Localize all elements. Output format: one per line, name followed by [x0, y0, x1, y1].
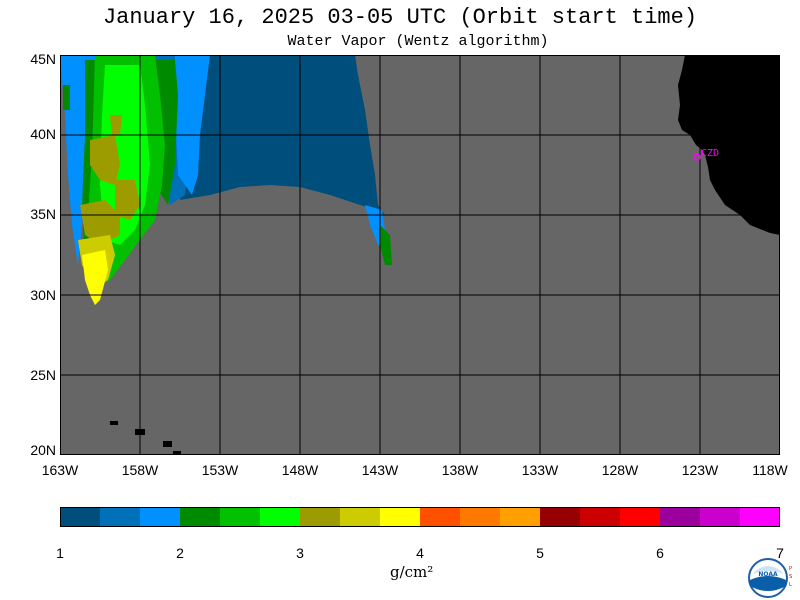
scale-tick-1: 1 — [56, 545, 64, 561]
lon-label-163w: 163W — [41, 462, 79, 478]
noaa-logo[interactable]: NOAA P S L — [748, 556, 792, 600]
lat-label-20n: 20N — [30, 442, 56, 458]
station-label: CZD — [701, 148, 719, 159]
lon-label-138w: 138W — [441, 462, 479, 478]
color-scale-bar — [60, 507, 780, 527]
scale-swatch — [180, 507, 221, 527]
california-coast-land — [678, 55, 780, 235]
scale-swatch — [620, 507, 661, 527]
scale-swatch — [660, 507, 701, 527]
lat-label-45n: 45N — [30, 51, 56, 67]
map-title: January 16, 2025 03-05 UTC (Orbit start … — [102, 5, 698, 30]
lon-label-123w: 123W — [681, 462, 719, 478]
map-subtitle: Water Vapor (Wentz algorithm) — [287, 33, 549, 50]
vapor-band-olive — [80, 115, 140, 245]
lon-label-148w: 148W — [281, 462, 319, 478]
scale-swatch — [60, 507, 101, 527]
vapor-band-yellow — [82, 250, 108, 305]
lat-label-35n: 35N — [30, 206, 56, 222]
lat-label-25n: 25N — [30, 367, 56, 383]
map-grid — [60, 55, 780, 455]
scale-swatch — [220, 507, 261, 527]
scale-swatch — [740, 507, 780, 527]
scale-swatch — [140, 507, 181, 527]
scale-swatch — [340, 507, 381, 527]
station-marker-czd: CZD — [693, 148, 719, 161]
scale-swatch — [700, 507, 741, 527]
scale-tick-4: 4 — [416, 545, 424, 561]
lat-label-40n: 40N — [30, 126, 56, 142]
svg-text:L: L — [789, 582, 792, 588]
scale-swatch — [100, 507, 141, 527]
scale-tick-6: 6 — [656, 545, 664, 561]
svg-text:S: S — [789, 574, 792, 580]
svg-text:P: P — [789, 566, 792, 572]
water-vapor-map: CZD — [60, 55, 780, 455]
scale-swatch — [260, 507, 301, 527]
scale-swatch — [500, 507, 541, 527]
scale-swatch — [380, 507, 421, 527]
scale-swatch — [540, 507, 581, 527]
lon-label-153w: 153W — [201, 462, 239, 478]
scale-swatch — [460, 507, 501, 527]
lon-label-118w: 118W — [752, 462, 788, 478]
lon-label-143w: 143W — [361, 462, 399, 478]
scale-tick-3: 3 — [296, 545, 304, 561]
scale-tick-5: 5 — [536, 545, 544, 561]
scale-swatch — [300, 507, 341, 527]
lon-label-158w: 158W — [121, 462, 159, 478]
scale-tick-2: 2 — [176, 545, 184, 561]
scale-tick-7: 7 — [776, 545, 784, 561]
scale-swatch — [420, 507, 461, 527]
lon-label-128w: 128W — [601, 462, 639, 478]
color-scale-swatches — [60, 507, 780, 527]
scale-units: g/cm² — [390, 563, 434, 581]
lat-label-30n: 30N — [30, 287, 56, 303]
lon-label-133w: 133W — [521, 462, 559, 478]
svg-text:NOAA: NOAA — [758, 571, 778, 578]
scale-swatch — [580, 507, 621, 527]
